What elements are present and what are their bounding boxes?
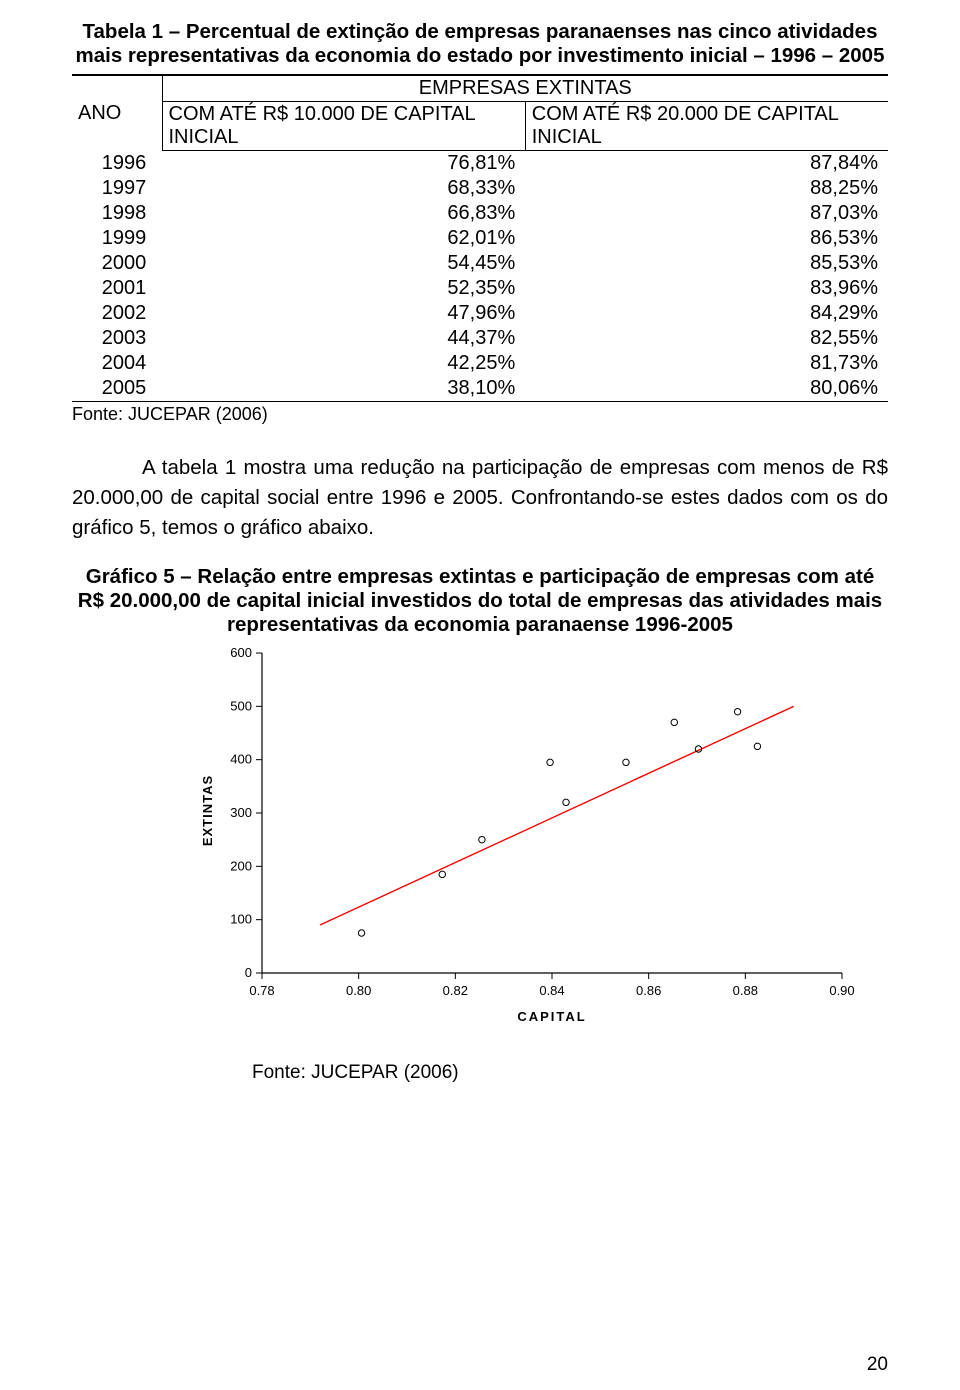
svg-text:400: 400 <box>230 752 252 767</box>
chart-ylabel: EXTINTAS <box>200 775 215 846</box>
table-row: 199768,33%88,25% <box>72 176 888 201</box>
year-cell: 2005 <box>72 376 162 402</box>
svg-text:0: 0 <box>245 965 252 980</box>
header-empresas: EMPRESAS EXTINTAS <box>162 75 888 102</box>
table-row: 199676,81%87,84% <box>72 151 888 177</box>
table-row: 200247,96%84,29% <box>72 301 888 326</box>
value2-cell: 86,53% <box>525 226 888 251</box>
chart-fonte: Fonte: JUCEPAR (2006) <box>252 1062 888 1084</box>
value1-cell: 66,83% <box>162 201 525 226</box>
value2-cell: 87,03% <box>525 201 888 226</box>
year-cell: 1996 <box>72 151 162 177</box>
value2-cell: 84,29% <box>525 301 888 326</box>
value1-cell: 38,10% <box>162 376 525 402</box>
table-row: 200344,37%82,55% <box>72 326 888 351</box>
year-cell: 2001 <box>72 276 162 301</box>
chart-container: EXTINTAS 0 100 200 300 400 500 600 0.78 0.80 0.82… <box>202 643 862 1038</box>
chart-title: Gráfico 5 – Relação entre empresas extin… <box>72 565 888 638</box>
table-row: 200054,45%85,53% <box>72 251 888 276</box>
value1-cell: 54,45% <box>162 251 525 276</box>
svg-text:0.88: 0.88 <box>733 983 758 998</box>
table-title: Tabela 1 – Percentual de extinção de emp… <box>72 20 888 68</box>
svg-text:100: 100 <box>230 912 252 927</box>
value1-cell: 62,01% <box>162 226 525 251</box>
svg-text:300: 300 <box>230 805 252 820</box>
value1-cell: 47,96% <box>162 301 525 326</box>
svg-text:0.86: 0.86 <box>636 983 661 998</box>
value1-cell: 68,33% <box>162 176 525 201</box>
table-row: 200538,10%80,06% <box>72 376 888 402</box>
scatter-chart: 0 100 200 300 400 500 600 0.78 0.80 0.82 0.84 0.86 0… <box>202 643 862 1033</box>
paragraph-text: A tabela 1 mostra uma redução na partici… <box>72 456 888 538</box>
value2-cell: 82,55% <box>525 326 888 351</box>
svg-text:0.84: 0.84 <box>539 983 564 998</box>
value2-cell: 81,73% <box>525 351 888 376</box>
svg-text:600: 600 <box>230 645 252 660</box>
svg-text:0.90: 0.90 <box>829 983 854 998</box>
table-fonte: Fonte: JUCEPAR (2006) <box>72 404 888 425</box>
year-cell: 2000 <box>72 251 162 276</box>
value2-cell: 85,53% <box>525 251 888 276</box>
year-cell: 1997 <box>72 176 162 201</box>
value1-cell: 42,25% <box>162 351 525 376</box>
page-number: 20 <box>867 1354 888 1376</box>
value2-cell: 80,06% <box>525 376 888 402</box>
value1-cell: 76,81% <box>162 151 525 177</box>
header-col1: COM ATÉ R$ 10.000 DE CAPITAL INICIAL <box>162 102 525 151</box>
header-ano: ANO <box>72 75 162 151</box>
data-table: ANO EMPRESAS EXTINTAS COM ATÉ R$ 10.000 … <box>72 74 888 402</box>
svg-text:500: 500 <box>230 698 252 713</box>
table-row: 200442,25%81,73% <box>72 351 888 376</box>
value2-cell: 88,25% <box>525 176 888 201</box>
value2-cell: 87,84% <box>525 151 888 177</box>
header-col2: COM ATÉ R$ 20.000 DE CAPITAL INICIAL <box>525 102 888 151</box>
svg-text:0.80: 0.80 <box>346 983 371 998</box>
body-paragraph: A tabela 1 mostra uma redução na partici… <box>72 453 888 542</box>
table-row: 199962,01%86,53% <box>72 226 888 251</box>
table-row: 199866,83%87,03% <box>72 201 888 226</box>
year-cell: 2002 <box>72 301 162 326</box>
value2-cell: 83,96% <box>525 276 888 301</box>
value1-cell: 44,37% <box>162 326 525 351</box>
svg-text:CAPITAL: CAPITAL <box>517 1009 586 1024</box>
value1-cell: 52,35% <box>162 276 525 301</box>
svg-text:0.78: 0.78 <box>249 983 274 998</box>
table-row: 200152,35%83,96% <box>72 276 888 301</box>
year-cell: 1998 <box>72 201 162 226</box>
year-cell: 2004 <box>72 351 162 376</box>
svg-text:200: 200 <box>230 858 252 873</box>
svg-text:0.82: 0.82 <box>443 983 468 998</box>
year-cell: 2003 <box>72 326 162 351</box>
year-cell: 1999 <box>72 226 162 251</box>
